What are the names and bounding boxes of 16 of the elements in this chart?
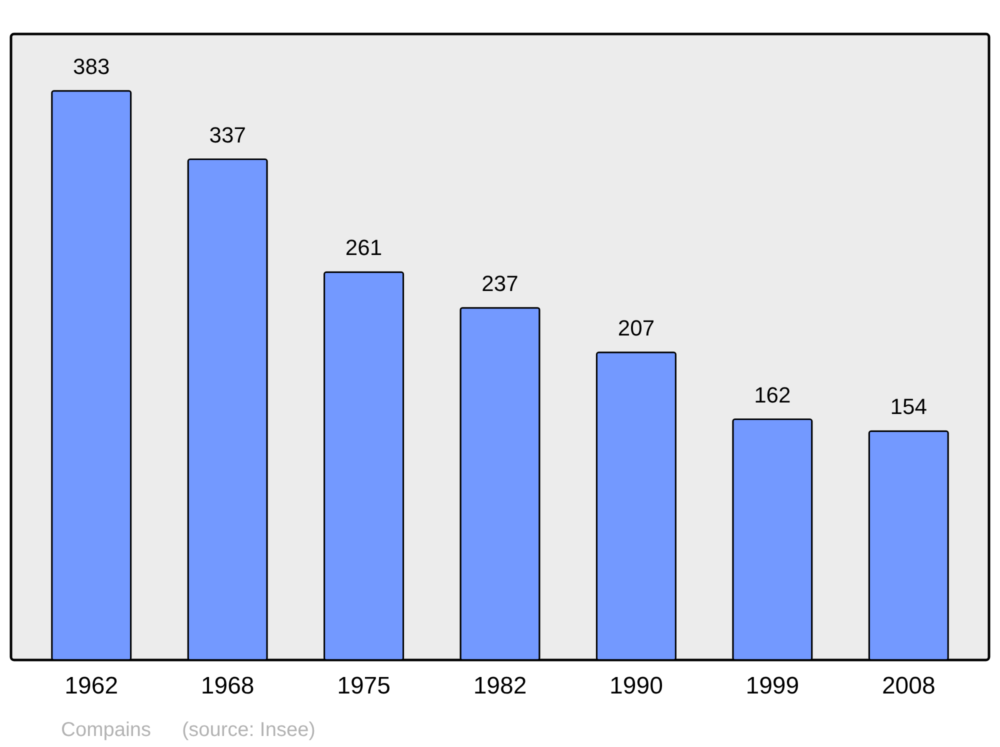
x-tick-label: 2008 [882, 672, 936, 700]
x-tick-label: 1990 [610, 672, 663, 700]
x-tick-label: 1962 [64, 672, 118, 700]
data-label: 207 [618, 315, 655, 340]
x-tick-label: 1968 [200, 672, 254, 700]
x-tick-label: 1999 [746, 672, 800, 700]
data-label: 261 [345, 235, 382, 260]
data-label: 383 [73, 54, 110, 79]
x-tick-label: 1982 [473, 672, 527, 700]
x-tick-label: 1975 [337, 672, 390, 700]
text: (source: Insee) [182, 719, 316, 741]
text: Compains [61, 719, 152, 741]
data-label: 237 [482, 270, 518, 296]
data-label: 162 [754, 382, 791, 408]
data-label: 154 [890, 394, 927, 420]
data-label: 337 [209, 122, 246, 148]
